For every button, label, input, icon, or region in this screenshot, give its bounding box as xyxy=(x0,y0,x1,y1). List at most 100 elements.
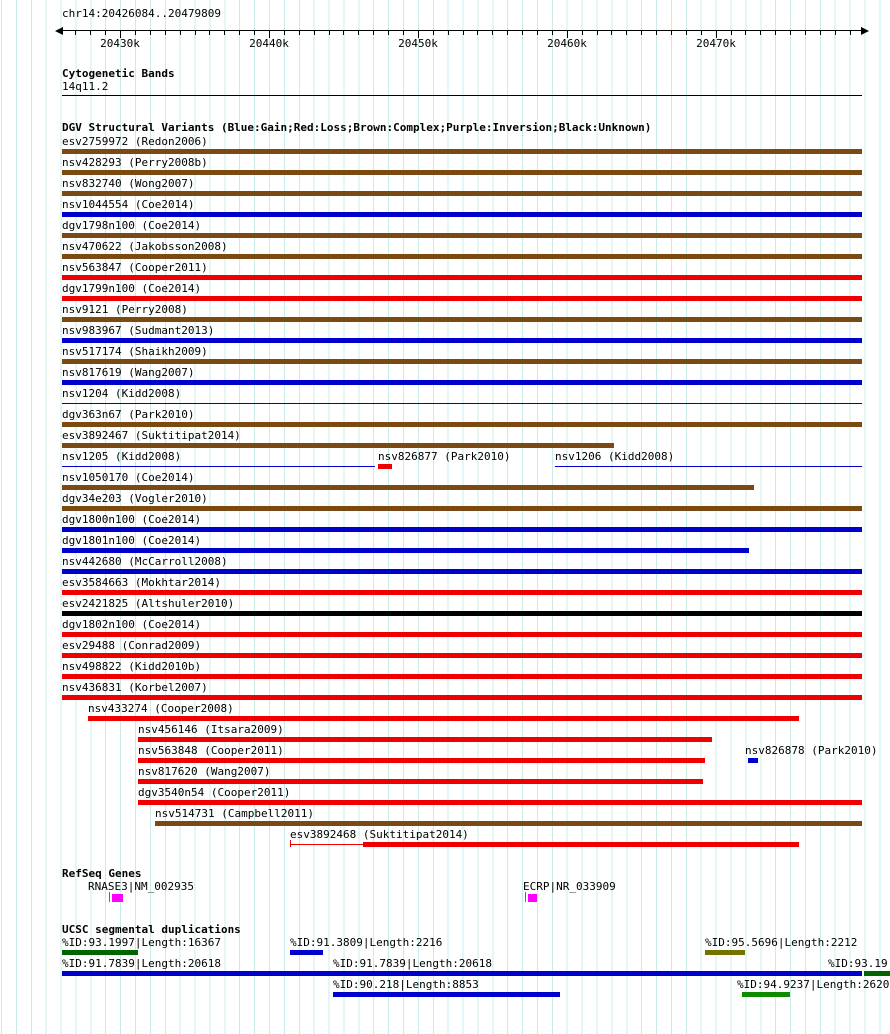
variant-label[interactable]: nsv983967 (Sudmant2013) xyxy=(62,324,215,337)
segdup-bar[interactable] xyxy=(333,992,560,997)
variant-line[interactable] xyxy=(555,466,862,467)
variant-bar[interactable] xyxy=(62,632,862,637)
segdup-label[interactable]: %ID:93.1997|Length:16367 xyxy=(62,936,221,949)
variant-bar[interactable] xyxy=(62,674,862,679)
variant-label[interactable]: nsv1206 (Kidd2008) xyxy=(555,450,675,463)
variant-bar[interactable] xyxy=(62,170,862,175)
variant-label[interactable]: dgv363n67 (Park2010) xyxy=(62,408,195,421)
variant-label[interactable]: nsv514731 (Campbell2011) xyxy=(155,807,314,820)
variant-bar[interactable] xyxy=(62,191,862,196)
variant-label[interactable]: nsv498822 (Kidd2010b) xyxy=(62,660,202,673)
variant-bar[interactable] xyxy=(88,716,799,721)
segdup-label[interactable]: %ID:91.7839|Length:20618 xyxy=(62,957,221,970)
ruler-tick xyxy=(164,30,166,35)
segdup-bar[interactable] xyxy=(742,992,790,997)
variant-label[interactable]: nsv456146 (Itsara2009) xyxy=(138,723,284,736)
segdup-bar[interactable] xyxy=(333,971,710,976)
variant-bar[interactable] xyxy=(363,842,799,847)
variant-label[interactable]: nsv442680 (McCarroll2008) xyxy=(62,555,228,568)
variant-bar[interactable] xyxy=(138,737,712,742)
variant-bar[interactable] xyxy=(378,464,392,469)
variant-bar[interactable] xyxy=(62,275,862,280)
ruler-tick xyxy=(492,30,494,35)
segdup-label[interactable]: %ID:91.7839|Length:20618 xyxy=(333,957,492,970)
ruler-tick xyxy=(209,30,211,35)
variant-bar[interactable] xyxy=(62,422,862,427)
segdup-bar[interactable] xyxy=(705,950,745,955)
variant-bar[interactable] xyxy=(62,317,862,322)
segdup-label[interactable]: %ID:91.3809|Length:2216 xyxy=(290,936,443,949)
variant-label[interactable]: dgv1800n100 (Coe2014) xyxy=(62,513,202,526)
variant-label[interactable]: esv2759972 (Redon2006) xyxy=(62,135,208,148)
variant-label[interactable]: esv3892468 (Suktitipat2014) xyxy=(290,828,469,841)
variant-label[interactable]: dgv34e203 (Vogler2010) xyxy=(62,492,208,505)
segdup-bar[interactable] xyxy=(864,971,890,976)
variant-label[interactable]: esv3892467 (Suktitipat2014) xyxy=(62,429,241,442)
variant-label[interactable]: nsv436831 (Korbel2007) xyxy=(62,681,208,694)
ruler-tick xyxy=(254,30,256,35)
variant-bar[interactable] xyxy=(62,338,862,343)
variant-bar[interactable] xyxy=(62,233,862,238)
variant-label[interactable]: nsv470622 (Jakobsson2008) xyxy=(62,240,228,253)
variant-bar[interactable] xyxy=(62,380,862,385)
variant-label[interactable]: nsv1044554 (Coe2014) xyxy=(62,198,195,211)
variant-label[interactable]: dgv1801n100 (Coe2014) xyxy=(62,534,202,547)
variant-label[interactable]: nsv817620 (Wang2007) xyxy=(138,765,271,778)
segdup-section-title: UCSC segmental duplications xyxy=(62,923,241,936)
variant-label[interactable]: dgv1798n100 (Coe2014) xyxy=(62,219,202,232)
gene-label[interactable]: ECRP|NR_033909 xyxy=(523,880,616,893)
variant-label[interactable]: nsv563848 (Cooper2011) xyxy=(138,744,284,757)
variant-label[interactable]: nsv433274 (Cooper2008) xyxy=(88,702,234,715)
variant-bar[interactable] xyxy=(62,527,862,532)
variant-bar[interactable] xyxy=(62,653,862,658)
variant-label[interactable]: nsv563847 (Cooper2011) xyxy=(62,261,208,274)
segdup-label[interactable]: %ID:94.9237|Length:2620 xyxy=(737,978,890,991)
gene-exon-box[interactable] xyxy=(112,894,123,902)
variant-label[interactable]: esv29488 (Conrad2009) xyxy=(62,639,202,652)
variant-bar[interactable] xyxy=(62,485,754,490)
variant-bar[interactable] xyxy=(62,506,862,511)
variant-line[interactable] xyxy=(62,403,862,404)
variant-label[interactable]: nsv826878 (Park2010) xyxy=(745,744,878,757)
variant-label[interactable]: nsv817619 (Wang2007) xyxy=(62,366,195,379)
variant-bar[interactable] xyxy=(138,779,703,784)
variant-bar[interactable] xyxy=(62,569,862,574)
variant-bar[interactable] xyxy=(62,254,862,259)
variant-label[interactable]: nsv9121 (Perry2008) xyxy=(62,303,188,316)
variant-bar[interactable] xyxy=(155,821,862,826)
variant-bar[interactable] xyxy=(138,800,862,805)
variant-bar[interactable] xyxy=(748,758,758,763)
variant-label[interactable]: nsv832740 (Wong2007) xyxy=(62,177,195,190)
segdup-bar[interactable] xyxy=(62,950,138,955)
variant-label[interactable]: dgv1799n100 (Coe2014) xyxy=(62,282,202,295)
variant-bar[interactable] xyxy=(62,443,614,448)
variant-line[interactable] xyxy=(290,844,363,845)
segdup-label[interactable]: %ID:95.5696|Length:2212 xyxy=(705,936,858,949)
segdup-bar[interactable] xyxy=(290,950,323,955)
variant-bar[interactable] xyxy=(62,695,862,700)
variant-bar[interactable] xyxy=(62,296,862,301)
variant-label[interactable]: nsv826877 (Park2010) xyxy=(378,450,511,463)
variant-label[interactable]: dgv1802n100 (Coe2014) xyxy=(62,618,202,631)
variant-bar[interactable] xyxy=(62,149,862,154)
variant-line[interactable] xyxy=(62,466,375,467)
variant-label[interactable]: esv3584663 (Mokhtar2014) xyxy=(62,576,221,589)
variant-label[interactable]: nsv1050170 (Coe2014) xyxy=(62,471,195,484)
variant-bar[interactable] xyxy=(62,212,862,217)
variant-label[interactable]: nsv1205 (Kidd2008) xyxy=(62,450,182,463)
ruler-major-tick xyxy=(716,30,717,38)
variant-label[interactable]: nsv1204 (Kidd2008) xyxy=(62,387,182,400)
variant-label[interactable]: esv2421825 (Altshuler2010) xyxy=(62,597,235,610)
variant-label[interactable]: dgv3540n54 (Cooper2011) xyxy=(138,786,291,799)
gene-exon-box[interactable] xyxy=(528,894,537,902)
gene-label[interactable]: RNASE3|NM_002935 xyxy=(88,880,194,893)
variant-bar[interactable] xyxy=(138,758,705,763)
variant-label[interactable]: nsv517174 (Shaikh2009) xyxy=(62,345,208,358)
variant-bar[interactable] xyxy=(62,590,862,595)
segdup-label[interactable]: %ID:93.19 xyxy=(828,957,888,970)
variant-label[interactable]: nsv428293 (Perry2008b) xyxy=(62,156,208,169)
segdup-label[interactable]: %ID:90.218|Length:8853 xyxy=(333,978,479,991)
variant-bar[interactable] xyxy=(62,611,862,616)
variant-bar[interactable] xyxy=(62,548,749,553)
variant-bar[interactable] xyxy=(62,359,862,364)
